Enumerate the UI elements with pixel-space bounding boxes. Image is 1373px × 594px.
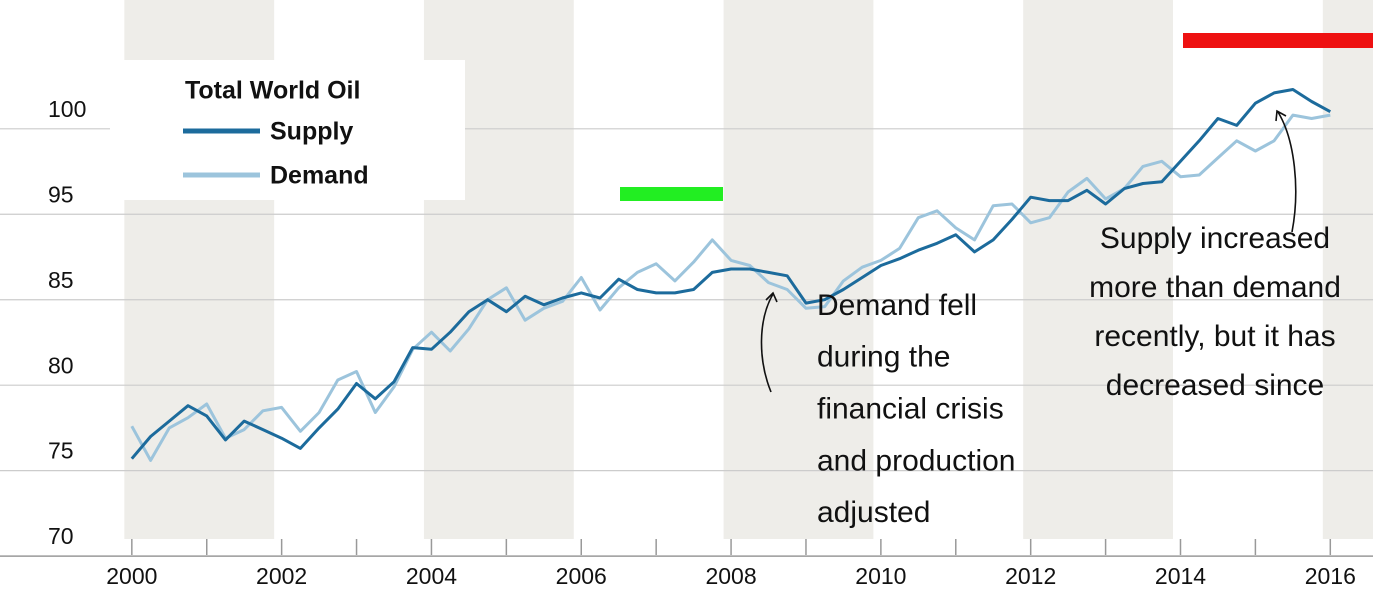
x-tick-label: 2006: [556, 563, 607, 589]
y-tick-label: 95: [48, 181, 74, 207]
annotation: Demand fell: [817, 289, 977, 322]
annotation-arrow: [760, 291, 778, 393]
x-tick-label: 2002: [256, 563, 307, 589]
year-band: [1023, 0, 1174, 539]
x-tick-label: 2000: [106, 563, 157, 589]
legend-title: Total World Oil: [185, 77, 360, 105]
annotation: adjusted: [817, 496, 930, 529]
annotation: recently, but it has: [1094, 320, 1335, 353]
y-tick-label: 100: [48, 96, 86, 122]
y-tick-label: 80: [48, 352, 74, 378]
y-tick-label: 85: [48, 267, 74, 293]
y-tick-label: 70: [48, 523, 74, 549]
year-band: [1322, 0, 1373, 539]
x-tick-label: 2012: [1005, 563, 1056, 589]
legend-label: Supply: [270, 118, 353, 146]
x-tick-label: 2016: [1305, 563, 1356, 589]
legend-label: Demand: [270, 162, 369, 190]
annotation: decreased since: [1106, 369, 1324, 402]
series-line: [130, 113, 1331, 462]
x-tick-label: 2014: [1155, 563, 1206, 589]
annotation-arrow: [1275, 109, 1297, 233]
annotation: Supply increased: [1100, 222, 1330, 255]
annotation: during the: [817, 341, 950, 374]
x-tick-label: 2004: [406, 563, 457, 589]
annotation: financial crisis: [817, 393, 1004, 426]
series-line: [130, 88, 1332, 460]
y-tick-label: 75: [48, 438, 74, 464]
annotation: more than demand: [1089, 271, 1341, 304]
highlight-bar: [620, 187, 723, 201]
legend-background: [110, 60, 465, 200]
highlight-bar: [1183, 33, 1373, 48]
plot: [130, 88, 1332, 462]
x-tick-label: 2008: [705, 563, 756, 589]
x-tick-label: 2010: [855, 563, 906, 589]
annotation: and production: [817, 444, 1016, 477]
